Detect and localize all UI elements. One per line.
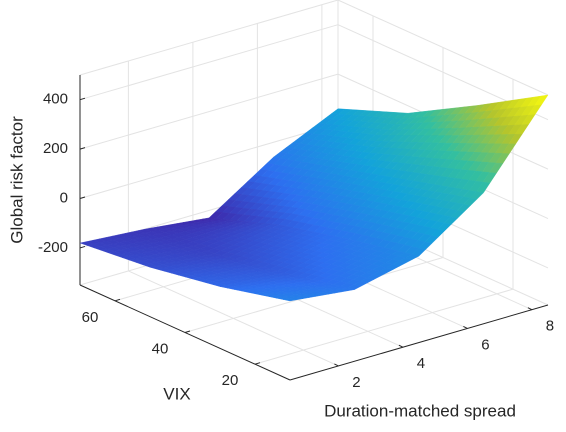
labels: Global risk factor VIX Duration-matched … xyxy=(7,91,554,421)
surface xyxy=(79,94,549,302)
tick-mark xyxy=(398,344,404,348)
grid-line xyxy=(79,73,339,150)
z-tick-label: -200 xyxy=(38,239,68,256)
x-axis xyxy=(289,304,549,381)
grid-line xyxy=(79,123,339,200)
tick-mark xyxy=(114,298,121,302)
z-axis-label: Global risk factor xyxy=(7,116,26,244)
grid-line xyxy=(254,288,514,365)
tick-mark xyxy=(463,325,468,329)
tick-mark xyxy=(334,363,339,367)
box-edge xyxy=(79,0,339,76)
y-tick-label: 40 xyxy=(152,340,169,357)
tick-mark xyxy=(527,307,533,311)
y-axis-label: VIX xyxy=(163,384,190,403)
tick-mark xyxy=(184,330,191,333)
box-edge xyxy=(337,0,549,96)
z-tick-label: 0 xyxy=(60,189,68,206)
tick-mark xyxy=(254,362,261,365)
x-axis-label: Duration-matched spread xyxy=(324,401,516,420)
grid-line xyxy=(79,24,339,101)
y-tick-label: 20 xyxy=(222,372,239,389)
x-tick-label: 8 xyxy=(546,318,554,335)
surface-patch xyxy=(282,298,297,302)
tick-mark xyxy=(79,147,86,150)
tick-mark xyxy=(79,196,86,200)
z-tick-label: 200 xyxy=(43,140,68,157)
z-tick-label: 400 xyxy=(43,91,68,108)
x-tick-label: 4 xyxy=(417,355,425,372)
x-tick-label: 6 xyxy=(481,336,489,353)
x-tick-label: 2 xyxy=(352,374,360,391)
y-tick-label: 60 xyxy=(82,309,99,326)
tick-mark xyxy=(79,245,86,249)
tick-mark xyxy=(79,97,86,101)
